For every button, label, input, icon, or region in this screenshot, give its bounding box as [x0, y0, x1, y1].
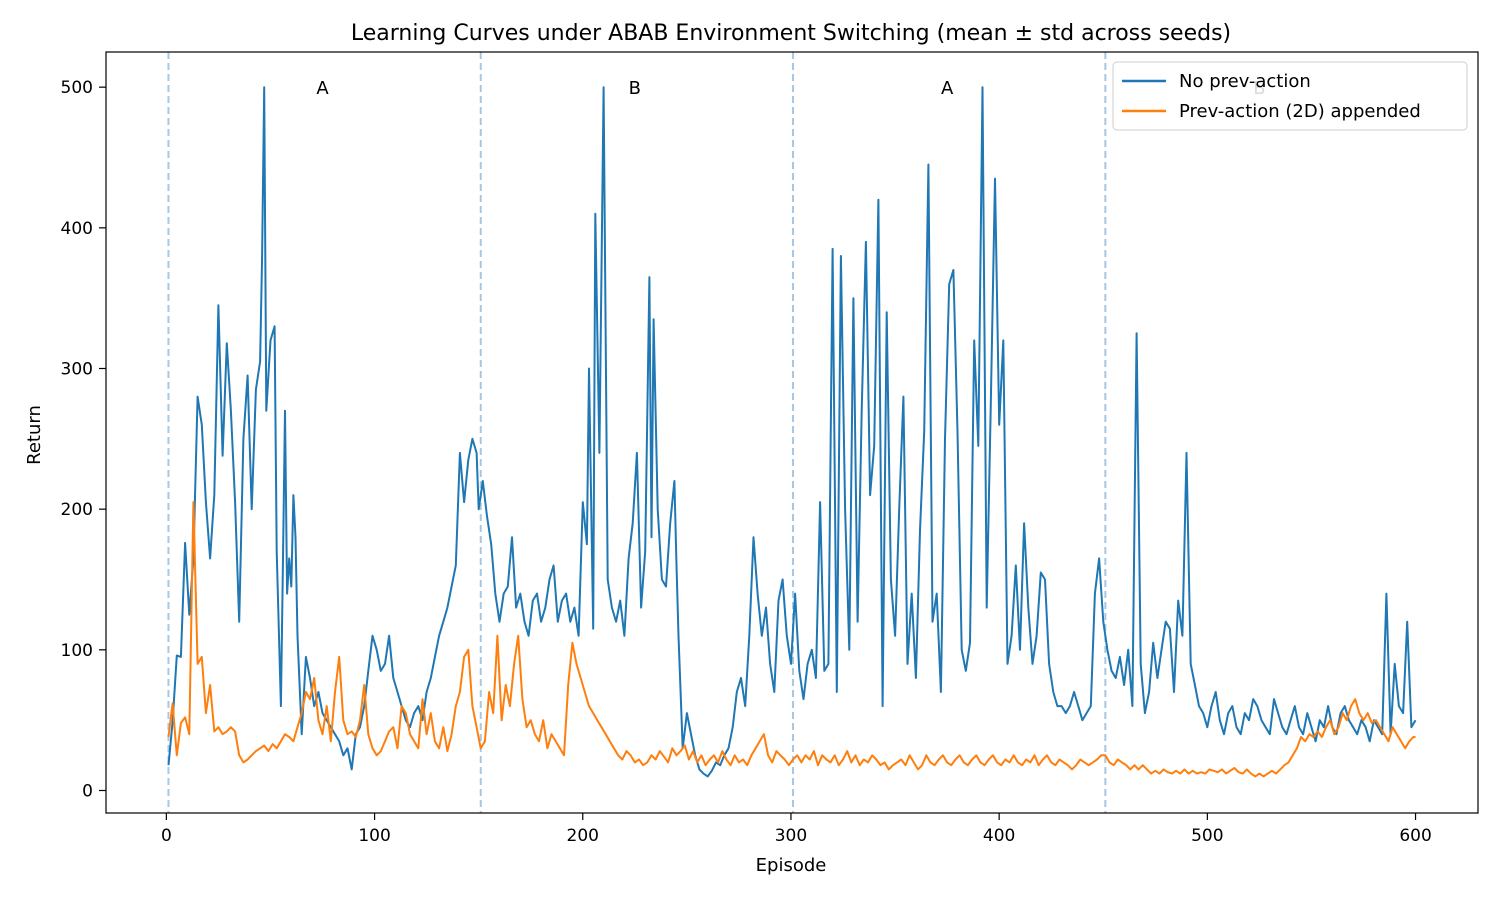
phase-label-1: B [629, 78, 641, 99]
x-axis-ticks: 0 100 200 300 400 500 600 [161, 813, 1432, 846]
legend-box [1112, 61, 1468, 131]
phase-label-2: A [941, 78, 954, 99]
y-tick-label-3: 300 [61, 359, 93, 379]
x-tick-label-5: 500 [1191, 826, 1223, 846]
y-axis-ticks: 0 100 200 300 400 500 [61, 78, 106, 801]
y-axis-label: Return [24, 405, 45, 465]
y-tick-label-5: 500 [61, 78, 93, 98]
y-tick-label-4: 400 [61, 219, 93, 239]
y-tick-label-0: 0 [82, 781, 93, 801]
series-line-1 [167, 501, 1416, 778]
x-axis-label: Episode [756, 855, 827, 876]
x-tick-label-3: 300 [775, 826, 807, 846]
chart-title: Learning Curves under ABAB Environment S… [351, 21, 1231, 46]
phase-label-0: A [316, 78, 329, 99]
x-tick-label-4: 400 [983, 826, 1015, 846]
x-tick-label-6: 600 [1399, 826, 1431, 846]
x-tick-label-0: 0 [161, 826, 172, 846]
y-tick-label-2: 200 [61, 500, 93, 520]
legend: No prev-action Prev-action (2D) appended [1112, 61, 1468, 131]
y-tick-label-1: 100 [61, 641, 93, 661]
legend-label-1: Prev-action (2D) appended [1179, 101, 1421, 122]
x-tick-label-2: 200 [567, 826, 599, 846]
axes-frame [105, 51, 1479, 814]
x-tick-label-1: 100 [358, 826, 390, 846]
legend-label-0: No prev-action [1179, 71, 1311, 92]
